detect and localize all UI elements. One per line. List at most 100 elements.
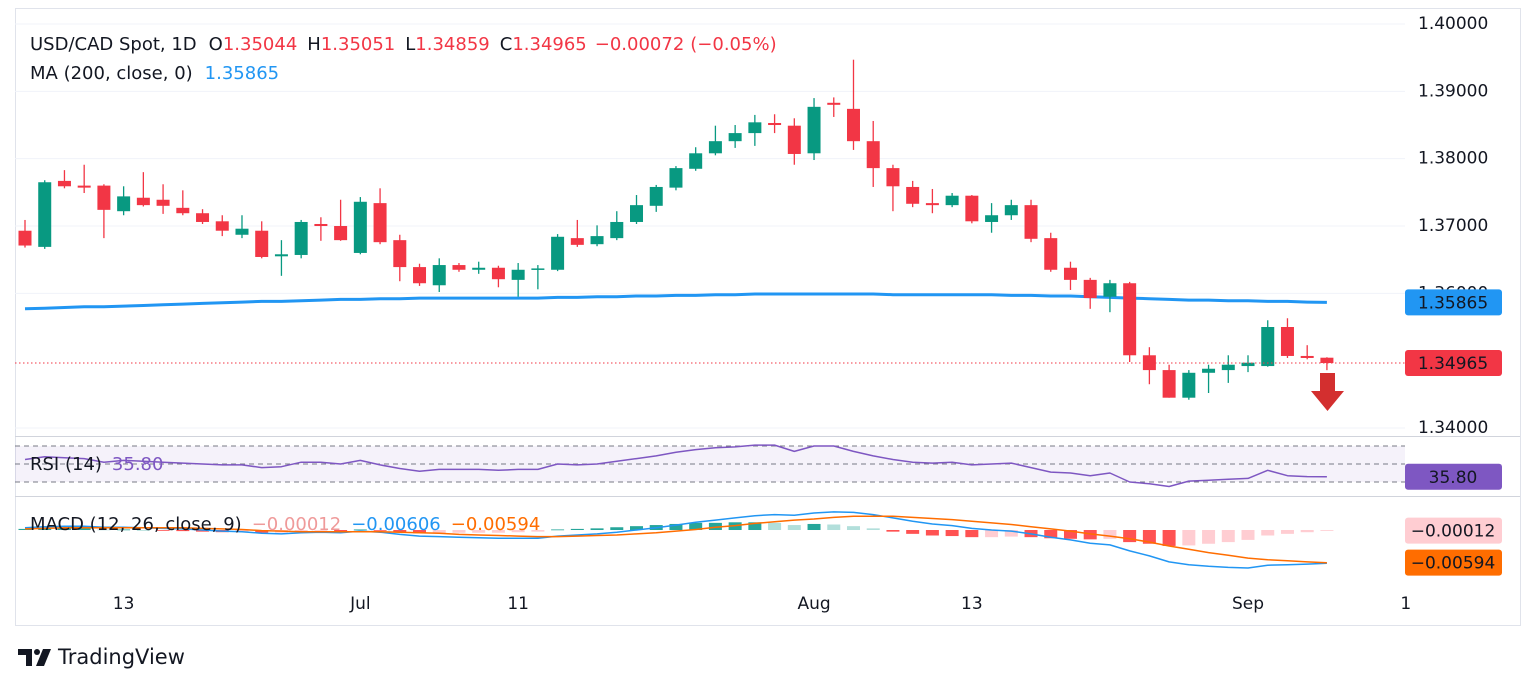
macd-name: MACD (12, 26, close, 9): [30, 514, 242, 535]
low-value: 1.34859: [415, 34, 489, 55]
price-badge-bg: [1405, 350, 1502, 377]
header-legend: USD/CAD Spot, 1D O1.35044 H1.35051 L1.34859…: [30, 34, 777, 55]
histogram-bar: [196, 530, 210, 532]
x-tick-label: Sep: [1232, 594, 1264, 614]
candle-body: [708, 141, 722, 154]
candle-body: [787, 125, 801, 154]
y-tick-label: 1.40000: [1418, 14, 1488, 34]
histogram-bar: [1300, 530, 1314, 533]
candle-body: [255, 230, 269, 257]
candle-body: [432, 265, 446, 286]
candle-body: [472, 267, 486, 270]
ohlc-label: C: [500, 34, 513, 55]
histogram-bar: [373, 530, 387, 531]
candle-body: [531, 268, 545, 270]
high-value: 1.35051: [321, 34, 395, 55]
candle-body: [511, 269, 525, 280]
rsi-name: RSI (14): [30, 454, 102, 475]
rsi-legend: RSI (14) 35.80: [30, 454, 163, 475]
candle-body: [97, 185, 111, 210]
candle-body: [906, 186, 920, 204]
rsi-badge: 35.80: [1429, 468, 1478, 488]
histogram-bar: [1103, 530, 1117, 539]
x-tick-label: Jul: [349, 594, 371, 614]
histogram-bar: [136, 530, 150, 531]
histogram-bar: [97, 529, 111, 531]
histogram-bar: [551, 529, 565, 531]
histogram-badge: −0.00012: [1411, 522, 1496, 542]
histogram-bar: [156, 530, 170, 531]
ohlc-label: L: [405, 34, 415, 55]
candle-body: [176, 207, 190, 214]
histogram-bar: [945, 530, 959, 537]
candle-body: [886, 168, 900, 187]
macd-line: [24, 511, 1327, 569]
candle-body: [196, 213, 210, 222]
candle-body: [215, 221, 229, 231]
x-tick-label: 1: [1400, 594, 1411, 614]
candle-body: [728, 133, 742, 142]
histogram-bar: [985, 530, 999, 538]
histogram-bar: [393, 530, 407, 533]
candle-body: [77, 185, 91, 188]
histogram-bar: [38, 528, 52, 531]
candle-body: [452, 265, 466, 270]
open-value: 1.35044: [223, 34, 297, 55]
histogram-bar: [531, 530, 545, 532]
candle-body: [551, 236, 565, 270]
histogram-bar: [1221, 530, 1235, 543]
histogram-bar: [1320, 530, 1334, 531]
candle-body: [1063, 267, 1077, 280]
logo-icon: [34, 649, 40, 655]
candle-body: [1300, 355, 1314, 358]
histogram-bar: [413, 530, 427, 534]
change-value: −0.00072: [595, 34, 685, 55]
candle-body: [156, 199, 170, 206]
chart-frame: [15, 8, 1521, 626]
histogram-bar: [353, 529, 367, 531]
histogram-bar: [886, 530, 900, 532]
histogram-bar: [472, 530, 486, 533]
candle-body: [985, 215, 999, 222]
candle-body: [1221, 364, 1235, 371]
candle-body: [274, 254, 288, 257]
candle-body: [1044, 238, 1058, 270]
histogram-bar: [866, 528, 880, 531]
candle-body: [827, 102, 841, 105]
macd-legend: MACD (12, 26, close, 9) −0.00012 −0.00606−…: [30, 514, 540, 535]
candle-body: [807, 106, 821, 154]
candle-body: [1182, 372, 1196, 398]
candle-body: [1280, 327, 1294, 356]
histogram-bar: [1241, 530, 1255, 540]
candle-body: [965, 195, 979, 222]
histogram-bar: [846, 526, 860, 531]
candle-body: [768, 122, 782, 126]
candle-body: [136, 197, 150, 206]
histogram-bar: [708, 522, 722, 531]
histogram-bar: [1280, 530, 1294, 534]
candle-body: [1004, 205, 1018, 216]
rsi-badge-bg: [1405, 463, 1502, 490]
ma-name: MA (200, close, 0): [30, 63, 193, 84]
ma-value: 1.35865: [205, 63, 279, 84]
candle-body: [610, 221, 624, 239]
candle-body: [630, 205, 644, 222]
y-tick-label: 1.38000: [1418, 149, 1488, 169]
histogram-bar: [1202, 530, 1216, 544]
candle-body: [649, 186, 663, 206]
logo-icon: [18, 649, 32, 666]
logo-icon: [36, 649, 51, 666]
candle-body: [353, 201, 367, 253]
histogram-bar: [255, 530, 269, 533]
candle-body: [334, 226, 348, 241]
candle-body: [57, 180, 71, 187]
candle-body: [373, 203, 387, 243]
candle-body: [570, 238, 584, 245]
x-tick-label: 13: [113, 594, 135, 614]
rsi-line: [24, 444, 1327, 488]
histogram-value: −0.00012: [252, 514, 342, 535]
histogram-bar: [1162, 530, 1176, 546]
candle-body: [235, 228, 249, 235]
candle-body: [689, 153, 703, 169]
